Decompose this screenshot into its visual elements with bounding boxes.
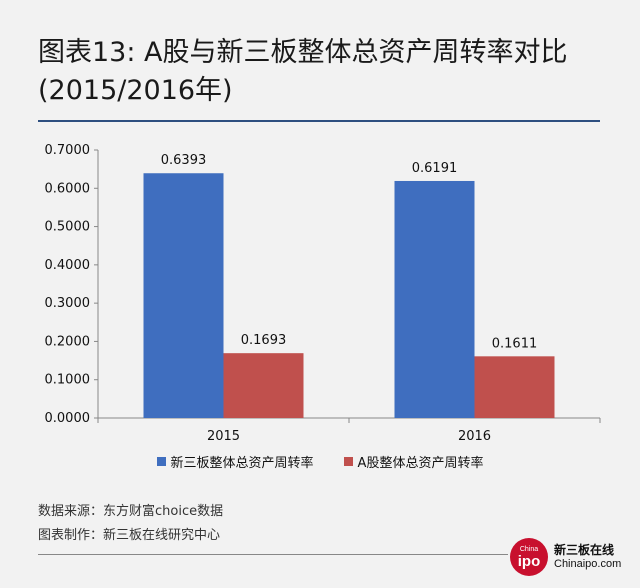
- legend-swatch-series-1: [156, 457, 166, 466]
- source-label: 数据来源：: [38, 504, 104, 519]
- logo-badge-top: China: [519, 545, 539, 553]
- bar: [394, 180, 475, 418]
- logo-name-cn: 新三板在线: [554, 543, 615, 557]
- bar-chart: 0.0000 0.1000 0.2000 0.3000 0.4000 0.5000 0.60…: [45, 143, 601, 444]
- source-value: 东方财富choice数据: [103, 504, 224, 519]
- bar: [474, 356, 555, 418]
- logo-text: 新三板在线 Chinaipo.com: [554, 543, 621, 571]
- y-tick-label: 0.2000: [45, 334, 91, 349]
- data-label: 0.6393: [161, 153, 207, 168]
- y-tick-label: 0.3000: [45, 296, 91, 311]
- logo-badge-main: ipo: [517, 552, 541, 570]
- x-tick-label: 2015: [207, 429, 240, 444]
- y-tick-label: 0.0000: [45, 411, 91, 426]
- y-tick-label: 0.6000: [45, 181, 91, 196]
- data-label: 0.1611: [492, 336, 538, 351]
- footer-divider: [38, 554, 508, 555]
- legend-item-series-2: A股整体总资产周转率: [343, 452, 484, 471]
- x-tick-label: 2016: [458, 429, 491, 444]
- bar: [143, 173, 224, 418]
- logo-name-en: Chinaipo.com: [554, 558, 622, 570]
- maker-label: 图表制作：: [38, 528, 104, 543]
- y-tick-label: 0.7000: [45, 143, 91, 158]
- title-divider: [38, 120, 600, 122]
- legend-label-series-2: A股整体总资产周转率: [357, 456, 484, 471]
- source-line: 数据来源： 东方财富choice数据: [38, 500, 223, 524]
- maker-value: 新三板在线研究中心: [103, 528, 221, 543]
- y-tick-label: 0.4000: [45, 258, 91, 273]
- legend-label-series-1: 新三板整体总资产周转率: [170, 456, 314, 471]
- chart-legend: 新三板整体总资产周转率 A股整体总资产周转率: [0, 452, 640, 471]
- y-tick-label: 0.1000: [45, 373, 91, 388]
- data-label: 0.6191: [412, 161, 458, 176]
- y-tick-label: 0.5000: [45, 220, 91, 235]
- data-label: 0.1693: [241, 333, 287, 348]
- legend-swatch-series-2: [343, 457, 353, 466]
- logo-badge-icon: China ipo: [510, 538, 548, 576]
- maker-line: 图表制作： 新三板在线研究中心: [38, 524, 223, 548]
- legend-item-series-1: 新三板整体总资产周转率: [156, 452, 314, 471]
- chart-footer: 数据来源： 东方财富choice数据 图表制作： 新三板在线研究中心: [38, 500, 223, 548]
- bar: [223, 353, 304, 418]
- chart-title: 图表13: A股与新三板整体总资产周转率对比(2015/2016年): [38, 37, 568, 106]
- brand-logo: China ipo 新三板在线 Chinaipo.com: [510, 538, 621, 576]
